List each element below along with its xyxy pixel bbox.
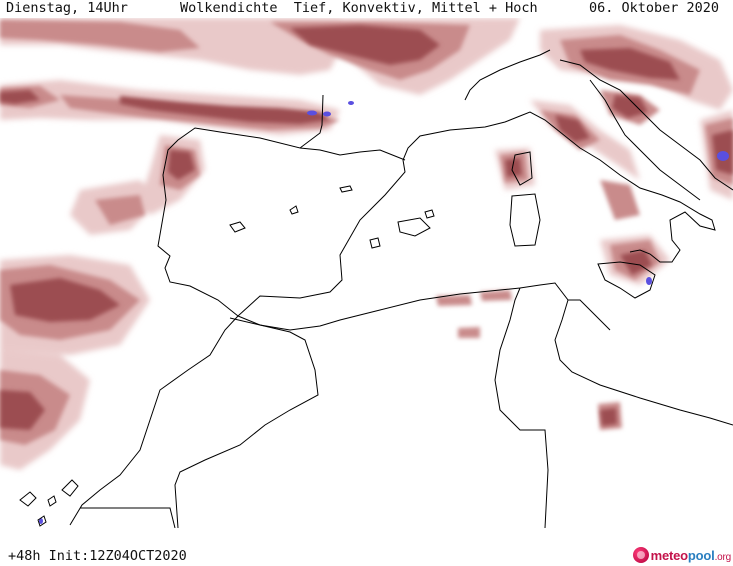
algeria-border <box>494 287 549 528</box>
convective-cell <box>307 110 317 116</box>
alps-border <box>464 49 551 101</box>
corsica <box>511 151 533 186</box>
lake-detail <box>339 185 353 193</box>
convective-cell <box>323 111 331 117</box>
sardinia <box>509 193 541 247</box>
lake-detail <box>229 221 246 233</box>
convective-cell <box>646 277 652 285</box>
cloud-layer-dark <box>0 25 733 430</box>
iberia-coast <box>157 94 716 317</box>
balearic-mallorca <box>397 217 431 237</box>
north-africa-coast <box>237 282 733 426</box>
convective-cell <box>39 518 43 524</box>
cloud-cover-map <box>0 18 733 528</box>
atlas-border <box>174 317 319 528</box>
sicily <box>597 261 656 299</box>
morocco-atlantic-coast <box>69 315 239 526</box>
meteopool-logo-icon <box>632 547 649 563</box>
logo-text-meteo: meteo <box>650 547 688 563</box>
canary-island <box>37 515 47 527</box>
footer-bar: +48h Init:12Z04OCT2020 meteopool.org <box>0 528 733 566</box>
convective-cell <box>717 151 729 161</box>
italy-coast <box>589 79 701 201</box>
map-title: Wolkendichte Tief, Konvektiv, Mittel + H… <box>180 0 538 16</box>
forecast-date-label: 06. Oktober 2020 <box>588 0 719 16</box>
adriatic-coast <box>559 59 733 191</box>
convective-cells <box>39 101 729 524</box>
logo-text-pool: pool <box>687 547 715 563</box>
lake-detail <box>289 205 299 215</box>
convective-cell <box>348 101 354 105</box>
canary-island <box>47 495 57 507</box>
logo-text-org: .org <box>714 551 732 563</box>
canary-island <box>19 491 37 507</box>
canary-island <box>61 479 79 497</box>
balearic-ibiza <box>369 237 381 249</box>
forecast-time-label: Dienstag, 14Uhr <box>6 0 128 16</box>
balearic-menorca <box>424 209 435 219</box>
coastlines <box>19 49 733 528</box>
header-bar: Dienstag, 14Uhr Wolkendichte Tief, Konve… <box>0 0 733 18</box>
france-border <box>299 147 406 161</box>
meteopool-logo[interactable]: meteopool.org <box>632 544 732 566</box>
malta-tunisia-coast <box>568 299 611 331</box>
mauritania-border <box>80 507 176 528</box>
model-run-info: +48h Init:12Z04OCT2020 <box>8 548 187 564</box>
